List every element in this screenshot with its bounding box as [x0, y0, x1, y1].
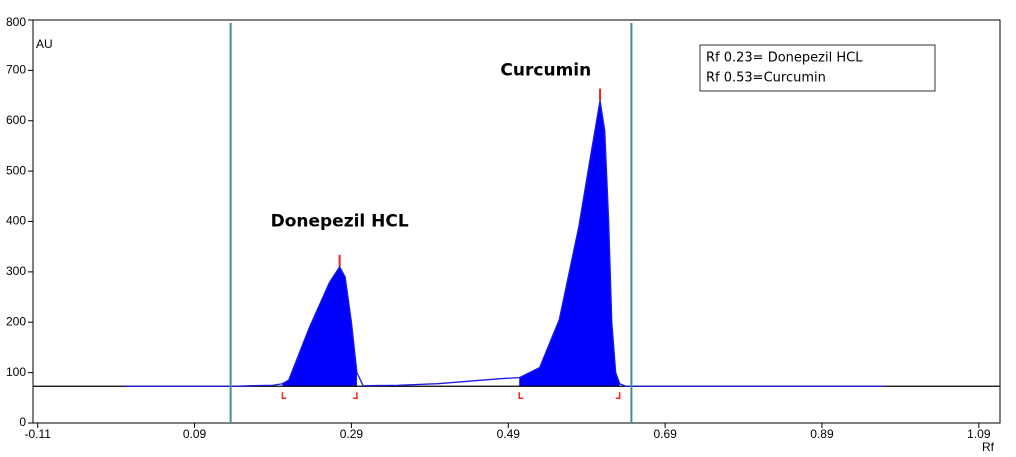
y-tick-label: 400 [6, 214, 26, 228]
x-axis-label: Rf [982, 440, 995, 454]
x-tick-label: 0.49 [497, 427, 521, 441]
peak-bound [518, 392, 524, 399]
y-tick-label: 300 [6, 264, 26, 278]
x-tick-label: 0.09 [183, 427, 207, 441]
x-tick-label: 0.29 [340, 427, 364, 441]
legend-entry: Rf 0.53=Curcumin [706, 71, 826, 86]
peak-area [282, 266, 357, 387]
y-tick-label: 700 [6, 63, 26, 77]
x-tick-label: 0.69 [653, 427, 677, 441]
x-tick-label: 1.09 [967, 427, 991, 441]
y-tick-label: 0 [19, 415, 26, 429]
x-tick-label: 0.89 [810, 427, 834, 441]
y-tick-label: 800 [6, 15, 26, 29]
y-axis-label: AU [36, 37, 53, 51]
peak-annotation: Donepezil HCL [271, 212, 409, 232]
y-tick-label: 200 [6, 314, 26, 328]
y-tick-label: 100 [6, 365, 26, 379]
legend-box [699, 44, 936, 92]
y-tick-label: 600 [6, 113, 26, 127]
trace-line [123, 100, 885, 387]
peak-bound [615, 392, 621, 399]
y-tick-label: 500 [6, 163, 26, 177]
peak-area [519, 100, 620, 387]
peak-bound [352, 392, 358, 399]
peak-bound [281, 392, 287, 399]
legend-entry: Rf 0.23= Donepezil HCL [706, 51, 863, 66]
peak-annotation: Curcumin [500, 60, 591, 80]
x-tick-label: -0.11 [24, 427, 51, 441]
